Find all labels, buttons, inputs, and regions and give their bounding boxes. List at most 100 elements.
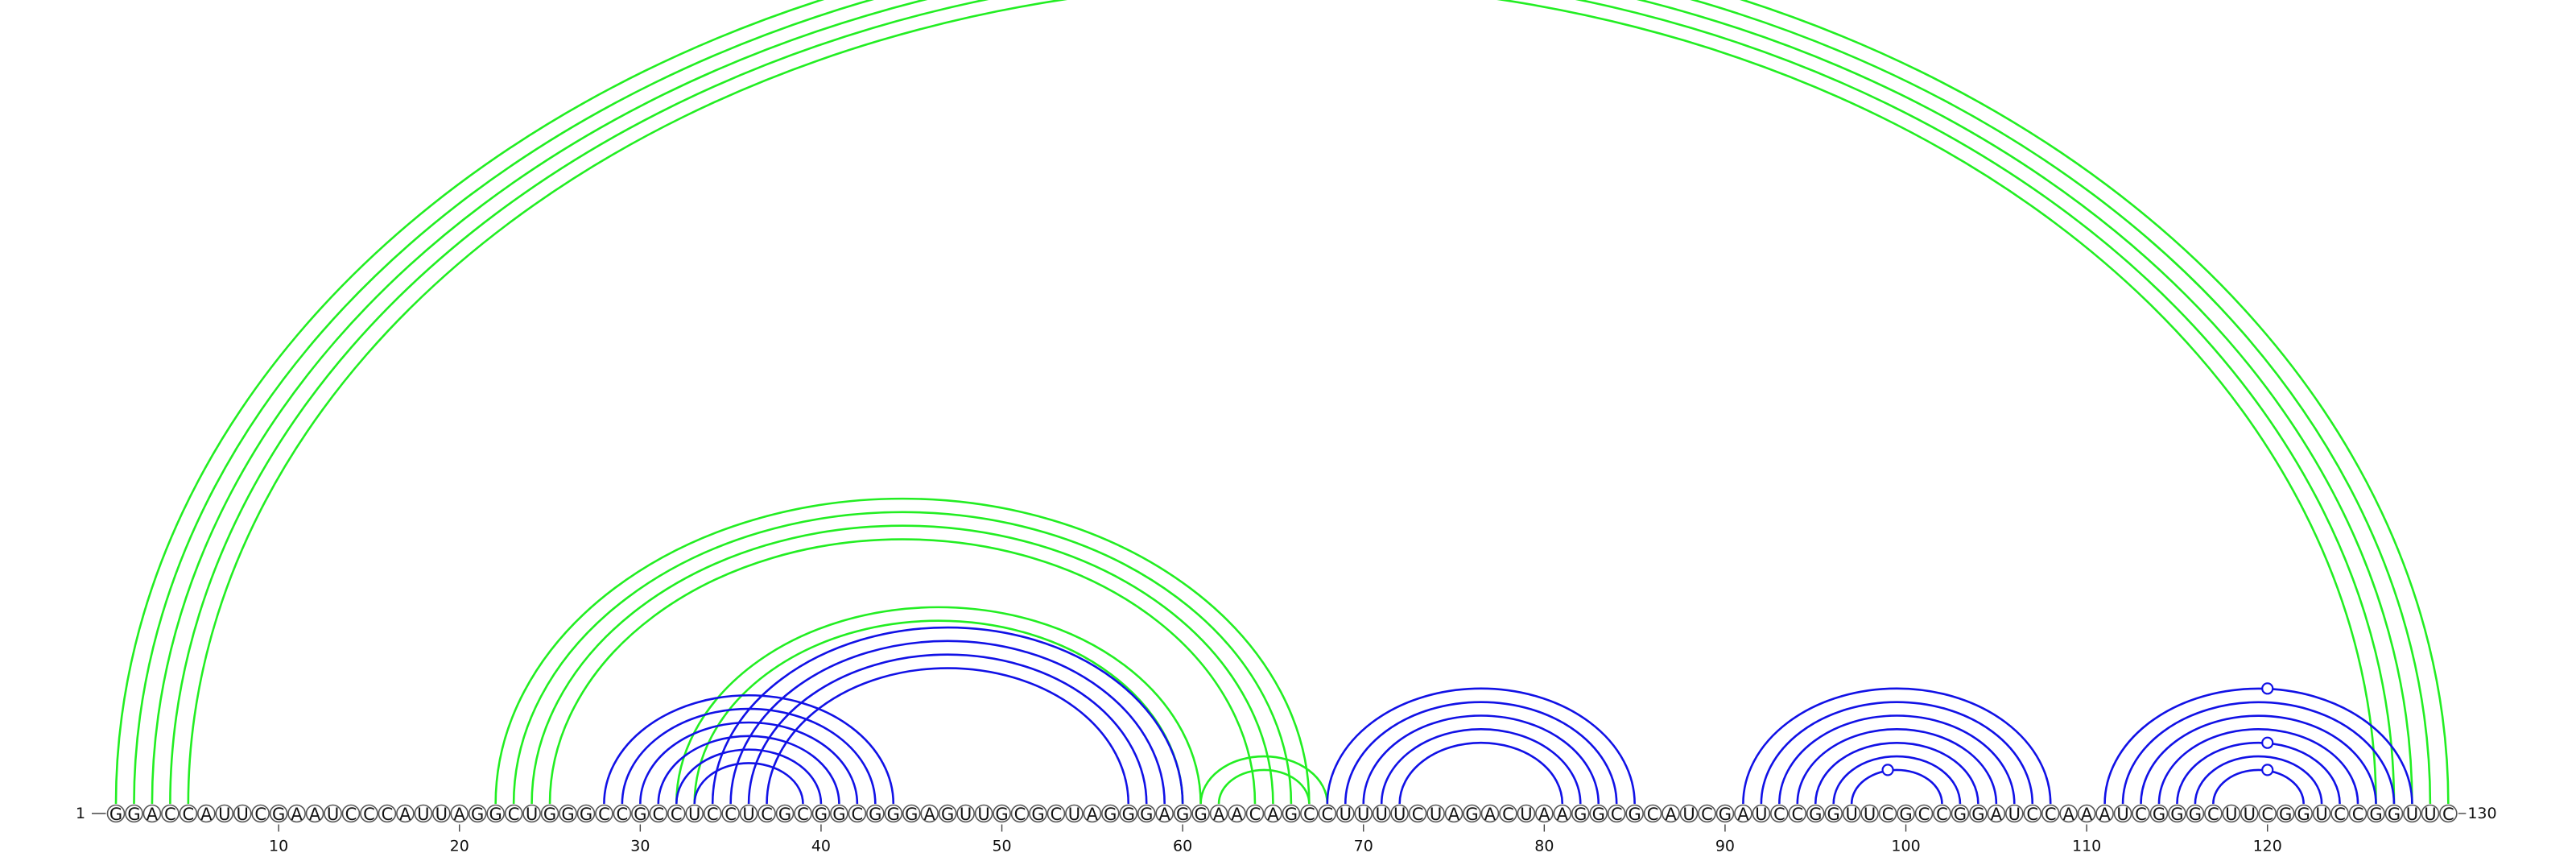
blue-arc-111-128 (2103, 687, 2413, 805)
nucleotide-circle (414, 804, 433, 823)
nucleotide-circle (1933, 804, 1951, 823)
blue-arc-31-41 (657, 735, 840, 805)
blue-arc-35-59 (729, 640, 1166, 805)
nucleotide-circle (1535, 804, 1554, 823)
arc-marker-2 (1881, 764, 1894, 776)
nucleotide-circle (2367, 804, 2385, 823)
nucleotide-letter: G (1140, 805, 1153, 824)
nucleotide-circle (866, 804, 885, 823)
nucleotide-circle (739, 804, 758, 823)
nucleotide-letter: C (797, 805, 809, 824)
nucleotide-circle (1101, 804, 1120, 823)
nucleotide-letter: G (1176, 805, 1189, 824)
nucleotide-circle (125, 804, 143, 823)
nucleotide-letter: G (1031, 805, 1044, 824)
nucleotide-letter: G (2170, 805, 2183, 824)
arc-markers (1881, 682, 2274, 776)
nucleotide-circle (1480, 804, 1500, 823)
nucleotide-circle (1662, 804, 1680, 823)
nucleotide-circle (1390, 804, 1409, 823)
nucleotide-circle (1715, 804, 1735, 823)
nucleotide-circle (2186, 804, 2205, 823)
nucleotide-letter: C (761, 805, 773, 824)
nucleotide-circle (1969, 804, 1988, 823)
nucleotide-letter: C (1936, 805, 1948, 824)
nucleotide-circle (2222, 804, 2241, 823)
blue-arc-113-126 (2140, 714, 2377, 805)
nucleotide-letter: A (399, 805, 411, 824)
nucleotide-circle (251, 804, 270, 823)
nucleotide-circle (1029, 804, 1047, 823)
green-arc-32-61 (675, 606, 1202, 805)
green-arc-3-128 (151, 0, 2413, 805)
nucleotide-circle (106, 804, 126, 823)
nucleotide-circle (758, 804, 776, 823)
green-arc-4-127 (169, 0, 2396, 805)
nucleotide-circle (1770, 804, 1789, 823)
green-arc-25-64 (548, 538, 1257, 805)
nucleotide-letter: C (1611, 805, 1623, 824)
nucleotide-letter: C (2261, 805, 2273, 824)
nucleotide-letter: G (1285, 805, 1298, 824)
nucleotide-letter: U (742, 805, 754, 824)
nucleotide-letter: G (1954, 805, 1967, 824)
nucleotide-circle (142, 804, 162, 823)
nucleotide-letter: U (2244, 805, 2256, 824)
tick-label: 80 (1534, 838, 1554, 855)
nucleotide-circle (1499, 804, 1517, 823)
nucleotide-circle (360, 804, 378, 823)
nucleotide-circle (1679, 804, 1699, 823)
nucleotide-letter: C (2026, 805, 2038, 824)
nucleotide-letter: U (1357, 805, 1369, 824)
nucleotide-letter: G (1899, 805, 1912, 824)
nucleotide-letter: G (1122, 805, 1135, 824)
blue-arc-34-60 (711, 626, 1184, 805)
arc-marker-5 (2261, 682, 2274, 695)
nucleotide-letter: G (489, 805, 502, 824)
nucleotide-circle (631, 804, 650, 823)
nucleotide-circle (1643, 804, 1662, 823)
nucleotide-letter: A (309, 805, 321, 824)
blue-arc-94-105 (1796, 728, 1998, 805)
nucleotide-circle (1951, 804, 1970, 823)
nucleotide-circle (2439, 804, 2458, 823)
green-arc-5-126 (187, 0, 2377, 805)
nucleotide-circle (993, 804, 1011, 823)
nucleotide-letter: U (1340, 805, 1352, 824)
nucleotide-letter: G (580, 805, 592, 824)
nucleotide-circle (341, 804, 361, 823)
nucleotide-circle (1426, 804, 1445, 823)
tick-label: 70 (1354, 838, 1373, 855)
nucleotide-letter: A (2062, 805, 2074, 824)
nucleotide-letter: U (1682, 805, 1695, 824)
tick-label: 90 (1715, 838, 1735, 855)
nucleotide-letter: G (887, 805, 900, 824)
nucleotide-letter: C (1791, 805, 1803, 824)
blue-arc-28-44 (603, 694, 895, 805)
nucleotide-circle (1824, 804, 1843, 823)
nucleotide-circle (2204, 804, 2223, 823)
nucleotide-circle (811, 804, 831, 823)
nucleotide-circle (540, 804, 559, 823)
nucleotide-circle (1842, 804, 1861, 823)
nucleotide-circle (269, 804, 288, 823)
sequence-start-label: 1 (76, 805, 85, 822)
nucleotide-circle (1444, 804, 1463, 823)
green-arc-2-129 (133, 0, 2432, 805)
nucleotide-letter: G (471, 805, 484, 824)
nucleotide-letter: U (2406, 805, 2418, 824)
tick-label: 40 (811, 838, 831, 855)
nucleotide-letter: U (237, 805, 249, 824)
nucleotide-letter: U (1755, 805, 1767, 824)
nucleotide-letter: G (561, 805, 574, 824)
nucleotide-circle (1264, 804, 1282, 823)
nucleotide-circle (1300, 804, 1319, 823)
nucleotide-letter: A (1087, 805, 1099, 824)
nucleotide-circle (2132, 804, 2150, 823)
green-arc-22-67 (494, 497, 1311, 805)
nucleotide-letter: C (598, 805, 610, 824)
green-arc-23-66 (512, 511, 1293, 805)
nucleotide-letter: G (543, 805, 556, 824)
